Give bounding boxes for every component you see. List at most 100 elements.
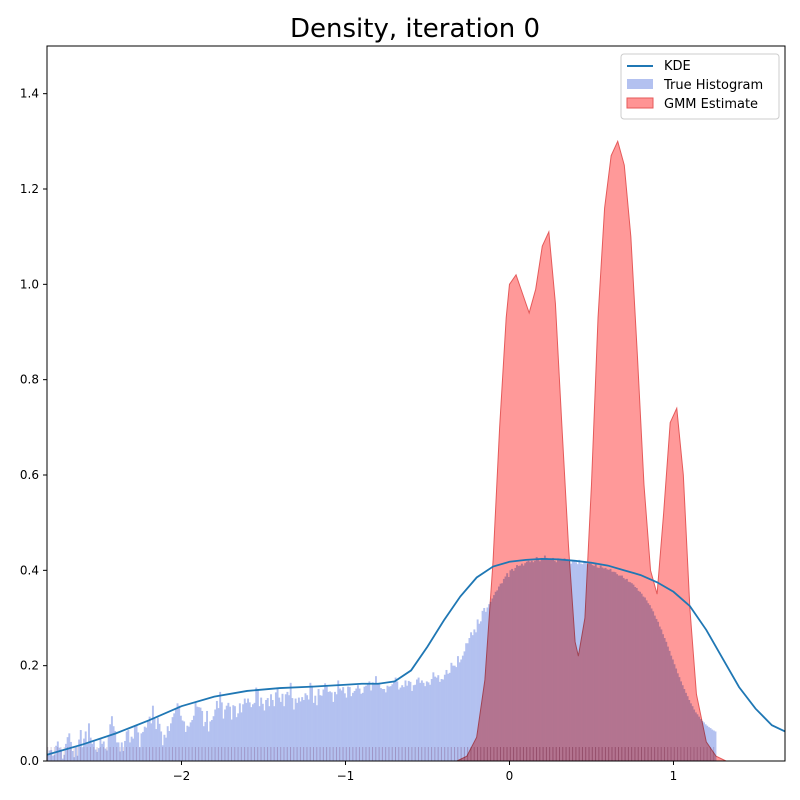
histogram-bar (471, 635, 474, 761)
histogram-bar (256, 689, 259, 761)
histogram-bar (156, 717, 159, 761)
histogram-bar (463, 651, 466, 761)
histogram-bar (317, 689, 320, 761)
histogram-bar (50, 750, 53, 761)
y-tick-label: 1.0 (20, 277, 39, 291)
histogram-bar (391, 684, 394, 761)
histogram-bar (252, 704, 254, 761)
histogram-bar (476, 619, 479, 761)
histogram-bar (183, 721, 186, 761)
histogram-bar (122, 750, 125, 761)
histogram-bar (379, 688, 382, 761)
histogram-bar (457, 656, 459, 761)
histogram-bar (247, 698, 250, 761)
histogram-bar (384, 692, 387, 761)
histogram-bar (365, 685, 368, 761)
histogram-bar (173, 713, 176, 761)
histogram-bar (422, 682, 425, 761)
histogram-bar (179, 715, 182, 761)
histogram-bar (55, 745, 58, 761)
histogram-bar (212, 716, 215, 761)
histogram-bar (312, 702, 315, 761)
histogram-bar (448, 672, 451, 761)
histogram-bar (265, 699, 268, 761)
x-axis: −2 −1 0 1 (173, 761, 678, 783)
histogram-bar (53, 754, 56, 761)
y-tick-label: 0.6 (20, 468, 39, 482)
legend-histogram-swatch (627, 79, 653, 89)
histogram-bar (184, 731, 187, 761)
histogram-bar (207, 731, 210, 761)
histogram-bar (397, 689, 400, 761)
histogram-bar (160, 731, 163, 761)
histogram-bar (283, 706, 286, 761)
histogram-bar (406, 685, 409, 761)
histogram-bar (147, 720, 149, 761)
histogram-bar (69, 741, 72, 761)
histogram-bar (470, 632, 473, 761)
histogram-bar (425, 681, 428, 761)
histogram-bar (119, 751, 122, 761)
histogram-bar (440, 679, 443, 761)
histogram-bar (299, 701, 302, 761)
histogram-bar (47, 754, 49, 761)
histogram-bar (276, 688, 279, 761)
histogram-bar (204, 721, 207, 761)
histogram-bar (232, 705, 235, 761)
histogram-bar (191, 720, 194, 761)
histogram-bar (148, 716, 151, 761)
x-tick-label: 1 (670, 769, 678, 783)
histogram-bar (458, 662, 461, 761)
histogram-bar (89, 737, 92, 761)
histogram-bar (319, 695, 322, 761)
histogram-bar (127, 730, 130, 761)
histogram-bar (129, 742, 131, 761)
histogram-bar (363, 686, 366, 761)
histogram-bar (330, 692, 333, 761)
gmm-estimate-area (456, 139, 727, 762)
legend-gmm-swatch (626, 97, 654, 109)
histogram-bar (412, 685, 415, 761)
histogram-bar (170, 723, 172, 761)
histogram-bar (237, 713, 240, 761)
histogram-bar (416, 679, 418, 761)
histogram-bar (110, 716, 113, 761)
histogram-bar (461, 655, 464, 761)
histogram-bar (714, 731, 717, 761)
histogram-bar (438, 681, 441, 761)
histogram-bar (83, 738, 86, 761)
histogram-bar (222, 718, 225, 761)
y-axis: 0.0 0.2 0.4 0.6 0.8 1.0 1.2 1.4 (20, 87, 47, 768)
histogram-bar (450, 662, 453, 761)
histogram-bar (104, 748, 107, 761)
histogram-bar (60, 749, 63, 761)
histogram-bar (475, 632, 477, 761)
histogram-bar (106, 750, 108, 761)
histogram-bar (434, 676, 436, 761)
histogram-bar (320, 695, 323, 761)
histogram-bar (271, 699, 274, 761)
histogram-bar (97, 748, 100, 761)
y-tick-label: 0.4 (20, 563, 39, 577)
histogram-bar (306, 695, 309, 761)
histogram-bar (468, 638, 471, 761)
histogram-bar (255, 687, 258, 761)
histogram-bar (248, 702, 251, 761)
histogram-bar (242, 704, 245, 761)
histogram-bar (452, 665, 455, 761)
histogram-bar (140, 733, 143, 761)
x-tick-label: −2 (173, 769, 191, 783)
histogram-bar (401, 685, 404, 761)
plot-area (46, 139, 786, 762)
histogram-bar (124, 740, 127, 761)
histogram-bar (91, 743, 94, 761)
y-tick-label: 0.2 (20, 659, 39, 673)
histogram-bar (238, 703, 241, 761)
histogram-bar (348, 687, 351, 761)
histogram-bar (347, 686, 350, 761)
histogram-bar (261, 703, 264, 761)
histogram-bar (361, 692, 364, 761)
histogram-bar (51, 755, 54, 761)
histogram-bar (135, 725, 138, 761)
histogram-bar (442, 679, 445, 761)
